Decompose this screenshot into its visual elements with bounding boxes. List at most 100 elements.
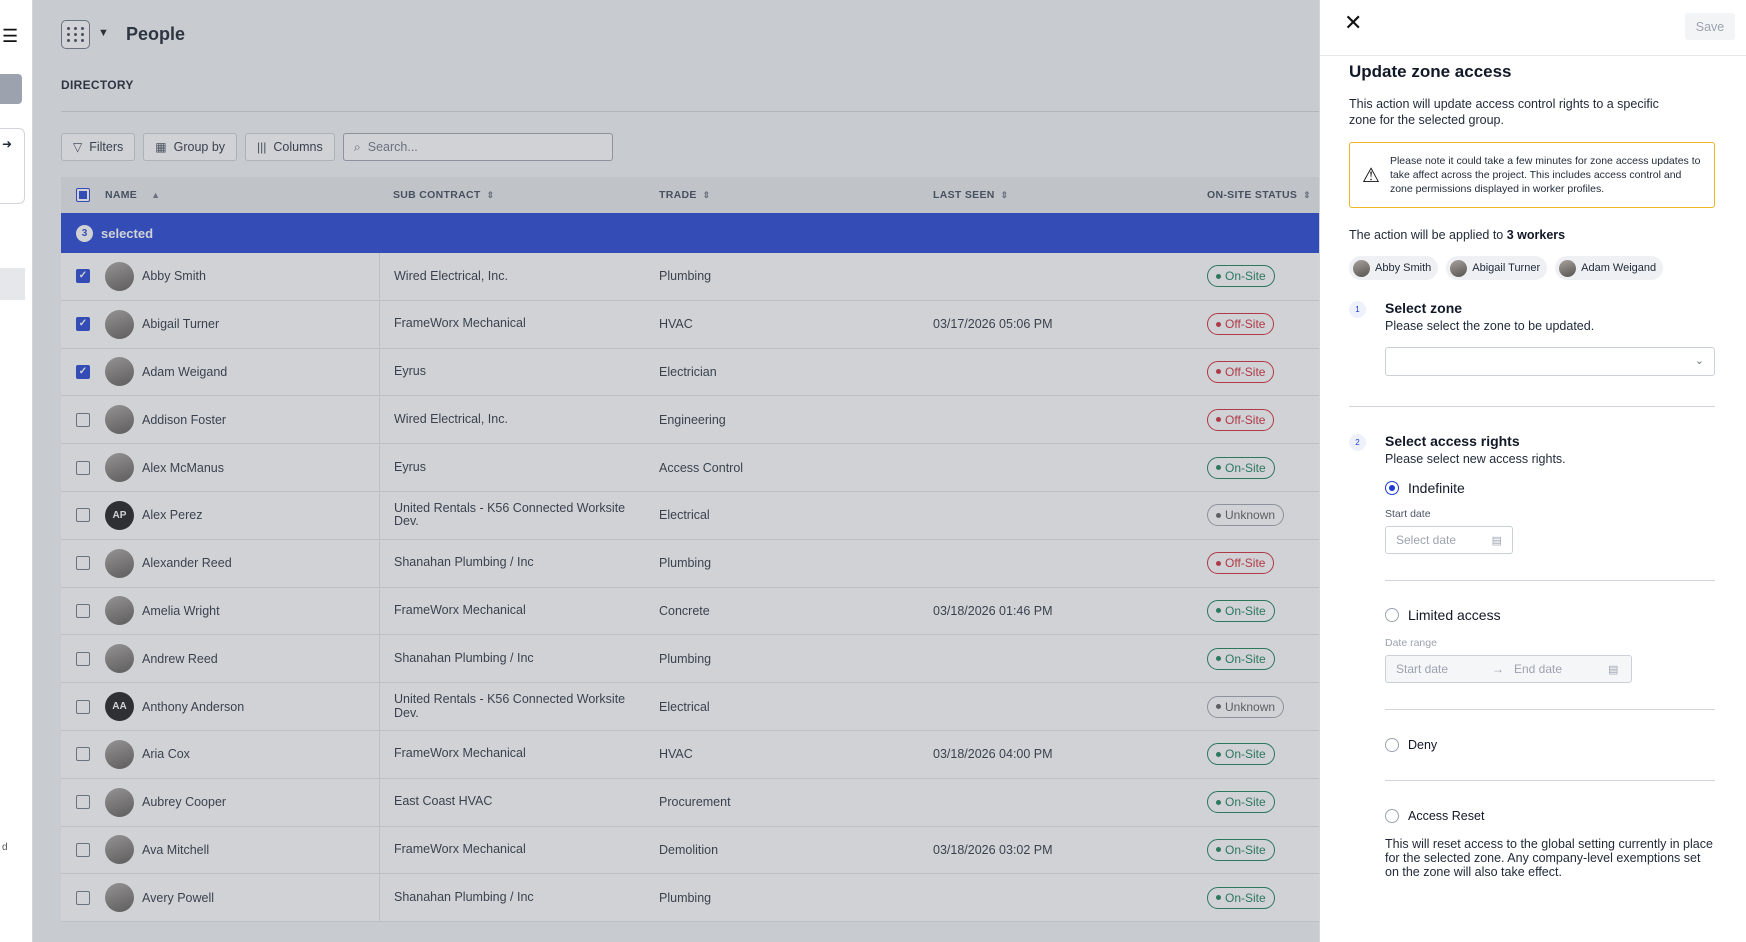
calendar-icon: ▤ — [1608, 663, 1619, 676]
table-row[interactable]: Aubrey Cooper East Coast HVAC Procurement O… — [61, 778, 1321, 827]
worker-name[interactable]: Abigail Turner — [142, 317, 220, 332]
select-all-checkbox[interactable] — [76, 188, 90, 202]
column-header-on-site-status[interactable]: ON-SITE STATUS ⇕ — [1207, 189, 1311, 201]
table-row[interactable]: Addison Foster Wired Electrical, Inc. Engi… — [61, 396, 1321, 445]
table-row[interactable]: ✓ Abby Smith Wired Electrical, Inc. Plumbin… — [61, 253, 1321, 301]
sub-contract: United Rentals - K56 Connected Worksite … — [394, 691, 626, 720]
columns-button[interactable]: ||| Columns — [245, 133, 335, 161]
status-dot — [1216, 799, 1221, 805]
filters-button[interactable]: ▽ Filters — [61, 133, 136, 161]
last-seen: 03/18/2026 04:00 PM — [933, 747, 1053, 762]
sort-icon: ⇕ — [702, 190, 711, 200]
search-input[interactable]: ⌕ Search... — [342, 133, 613, 161]
worker-name[interactable]: Alex Perez — [142, 508, 203, 523]
columns-icon: ||| — [257, 140, 267, 154]
zone-select[interactable]: ⌄ — [1385, 347, 1715, 376]
save-button[interactable]: Save — [1685, 13, 1735, 40]
trade: Procurement — [659, 795, 731, 810]
status-badge: Unknown — [1207, 504, 1285, 527]
table-row[interactable]: Ava Mitchell FrameWorx Mechanical Demoliti… — [61, 826, 1321, 875]
column-header-name[interactable]: NAME ▲ — [105, 189, 161, 201]
row-checkbox[interactable]: ✓ — [76, 317, 90, 332]
trade: Access Control — [659, 460, 744, 475]
close-icon[interactable]: ✕ — [1344, 10, 1363, 35]
worker-name[interactable]: Adam Weigand — [142, 364, 228, 379]
selection-label: selected — [101, 225, 154, 241]
worker-name[interactable]: Addison Foster — [142, 412, 227, 427]
row-checkbox[interactable] — [76, 556, 90, 571]
caret-down-icon[interactable]: ▼ — [98, 27, 109, 39]
row-checkbox[interactable] — [76, 699, 90, 714]
columns-label: Columns — [273, 140, 323, 154]
row-checkbox[interactable]: ✓ — [76, 364, 90, 379]
row-checkbox[interactable] — [76, 747, 90, 762]
worker-name[interactable]: Avery Powell — [142, 890, 215, 905]
table-row[interactable]: Avery Powell Shanahan Plumbing / Inc Plumb… — [61, 874, 1321, 923]
rail-panel[interactable]: ➜ — [0, 128, 25, 204]
rail-item[interactable] — [0, 74, 22, 104]
radio-access-reset[interactable] — [1385, 809, 1399, 823]
worker-name[interactable]: Alex McManus — [142, 460, 224, 475]
worker-name[interactable]: Alexander Reed — [142, 556, 232, 571]
row-checkbox[interactable]: ✓ — [76, 269, 90, 284]
table-row[interactable]: ✓ Adam Weigand Eyrus Electrician Off-Site — [61, 348, 1321, 397]
column-header-sub-contract[interactable]: SUB CONTRACT ⇕ — [393, 189, 495, 201]
selection-bar: 3 selected — [61, 213, 1321, 253]
filters-label: Filters — [89, 140, 124, 154]
menu-icon[interactable]: ☰ — [2, 26, 19, 46]
row-checkbox[interactable] — [76, 890, 90, 905]
drawer-header: ✕ Save — [1320, 0, 1746, 56]
trade: Engineering — [659, 412, 726, 427]
apps-grid-button[interactable] — [61, 20, 90, 49]
table-row[interactable]: Aria Cox FrameWorx Mechanical HVAC 03/18/20… — [61, 730, 1321, 779]
row-checkbox[interactable] — [76, 412, 90, 427]
avatar — [105, 644, 134, 674]
status-badge: On-Site — [1207, 599, 1275, 622]
column-header-trade[interactable]: TRADE ⇕ — [659, 189, 711, 201]
table-row[interactable]: AP Alex Perez United Rentals - K56 Connect… — [61, 491, 1321, 540]
row-checkbox[interactable] — [76, 508, 90, 523]
rail-selected-item[interactable] — [0, 268, 25, 300]
radio-deny[interactable] — [1385, 738, 1399, 752]
worker-name[interactable]: Anthony Anderson — [142, 699, 245, 714]
table-row[interactable]: ✓ Abigail Turner FrameWorx Mechanical HVAC 0… — [61, 300, 1321, 349]
status-dot — [1216, 369, 1221, 375]
row-checkbox[interactable] — [76, 460, 90, 475]
option-deny[interactable]: Deny — [1385, 738, 1715, 752]
avatar — [1353, 259, 1370, 277]
table-row[interactable]: Alex McManus Eyrus Access Control On-Site — [61, 444, 1321, 492]
row-checkbox[interactable] — [76, 603, 90, 618]
table-row[interactable]: Amelia Wright FrameWorx Mechanical Concret… — [61, 587, 1321, 636]
date-range-input[interactable]: Start date → End date ▤ — [1385, 655, 1632, 683]
group-by-button[interactable]: ▦ Group by — [143, 133, 238, 161]
worker-name[interactable]: Andrew Reed — [142, 651, 218, 666]
row-checkbox[interactable] — [76, 651, 90, 666]
avatar — [105, 453, 134, 483]
trade: Electrical — [659, 508, 710, 523]
row-checkbox[interactable] — [76, 842, 90, 857]
start-date-input[interactable]: Select date ▤ — [1385, 526, 1513, 554]
table-row[interactable]: Andrew Reed Shanahan Plumbing / Inc Plumbi… — [61, 635, 1321, 684]
radio-indefinite[interactable] — [1385, 481, 1399, 495]
column-header-last-seen[interactable]: LAST SEEN ⇕ — [933, 189, 1009, 201]
worker-chip: Abigail Turner — [1446, 256, 1548, 280]
worker-name[interactable]: Amelia Wright — [142, 603, 220, 618]
option-limited-access[interactable]: Limited access — [1385, 607, 1715, 623]
trade: Plumbing — [659, 651, 712, 666]
table-row[interactable]: AA Anthony Anderson United Rentals - K56 C… — [61, 683, 1321, 731]
row-checkbox[interactable] — [76, 795, 90, 810]
step-select-access-rights: 2 Select access rights Please select new… — [1349, 433, 1715, 879]
worker-name[interactable]: Ava Mitchell — [142, 842, 210, 857]
radio-limited-access[interactable] — [1385, 608, 1399, 622]
status-badge: Off-Site — [1207, 313, 1275, 336]
selection-count: 3 — [76, 224, 93, 242]
step-select-zone: 1 Select zone Please select the zone to … — [1349, 300, 1715, 376]
divider — [1385, 709, 1715, 710]
table-row[interactable]: Alexander Reed Shanahan Plumbing / Inc Plu… — [61, 539, 1321, 588]
worker-name[interactable]: Aria Cox — [142, 747, 190, 762]
worker-name[interactable]: Abby Smith — [142, 269, 206, 284]
option-indefinite[interactable]: Indefinite — [1385, 480, 1715, 496]
option-access-reset[interactable]: Access Reset — [1385, 809, 1715, 823]
worker-name[interactable]: Aubrey Cooper — [142, 795, 227, 810]
modal-overlay[interactable] — [33, 0, 1319, 942]
